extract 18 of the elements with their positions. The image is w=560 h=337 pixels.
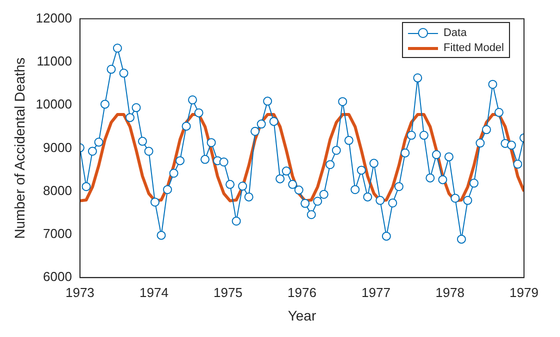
- y-tick-label: 11000: [36, 54, 72, 69]
- legend-label: Fitted Model: [443, 42, 504, 54]
- x-axis-title: Year: [288, 307, 316, 324]
- x-tick-label: 1973: [65, 284, 94, 300]
- x-tick-label: 1974: [139, 284, 168, 300]
- y-tick-label: 8000: [43, 182, 72, 198]
- x-tick-label: 1977: [362, 284, 390, 300]
- x-tick-label: 1976: [288, 284, 316, 300]
- y-tick-label: 10000: [36, 96, 72, 112]
- y-axis-title: Number of Accidental Deaths: [11, 58, 28, 239]
- x-tick-label: 1978: [436, 284, 464, 300]
- legend-label: Data: [443, 26, 467, 38]
- x-tick-label: 1979: [510, 284, 538, 300]
- y-tick-label: 6000: [43, 269, 72, 284]
- y-tick-label: 12000: [36, 10, 72, 26]
- y-tick-label: 7000: [43, 226, 72, 242]
- x-tick-label: 1975: [214, 284, 242, 300]
- y-tick-label: 9000: [43, 140, 72, 155]
